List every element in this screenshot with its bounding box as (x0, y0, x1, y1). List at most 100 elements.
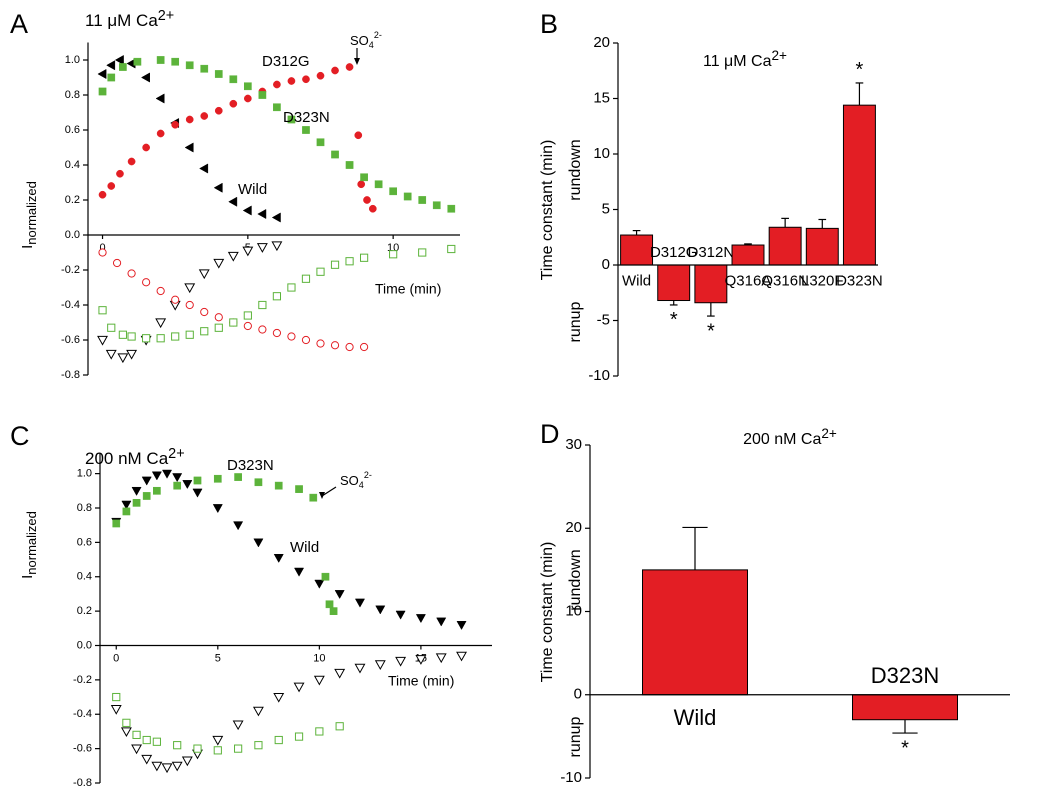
point (184, 142, 194, 153)
point (126, 349, 138, 360)
y-tick-label: -10 (588, 367, 610, 384)
point (331, 66, 339, 75)
x-tick-label: 5 (215, 652, 221, 664)
title-text: 11 μM Ca (85, 11, 158, 30)
point (173, 481, 182, 490)
significance-mark: * (901, 737, 909, 759)
point (271, 212, 281, 223)
x-tick-label: L320F (801, 272, 844, 289)
point (171, 295, 180, 304)
point (252, 706, 264, 717)
point (395, 656, 407, 667)
point (389, 250, 398, 259)
point (233, 521, 244, 531)
point (335, 722, 344, 731)
y-tick-label: -0.2 (61, 264, 80, 276)
point (107, 323, 116, 332)
title-text: 11 μM Ca (703, 53, 772, 70)
point (354, 131, 363, 140)
point (315, 727, 324, 736)
point (171, 57, 180, 66)
bar (657, 264, 691, 302)
point (330, 341, 340, 350)
y-tick-label: 30 (565, 436, 582, 453)
series-label: Wild (238, 181, 267, 198)
y-tick-label: -0.8 (61, 369, 80, 381)
point (258, 91, 267, 99)
point (274, 481, 283, 490)
point (214, 70, 223, 78)
significance-mark: * (670, 309, 678, 331)
point (142, 143, 150, 152)
point (243, 321, 252, 331)
y-tick-label: 1.0 (77, 468, 92, 480)
point (214, 323, 223, 332)
point (142, 278, 151, 287)
point (200, 327, 209, 336)
y-label-subscript: normalized (24, 181, 39, 245)
y-axis-label: Inormalized (19, 181, 39, 249)
y-axis-label: Time constant (min) (539, 542, 556, 683)
point (258, 300, 267, 310)
point (116, 169, 124, 178)
point (345, 342, 354, 352)
point (357, 180, 366, 189)
y-tick-label: 0.4 (65, 159, 80, 171)
point (301, 335, 311, 345)
series-label: D323N (227, 457, 274, 474)
annotation: SO42- (350, 30, 382, 50)
point (418, 248, 427, 257)
point (213, 182, 223, 193)
point (256, 243, 268, 253)
x-tick-label: D323N (871, 663, 939, 688)
point (272, 328, 282, 338)
point (314, 579, 325, 589)
point (395, 610, 406, 620)
point (155, 318, 167, 329)
y-tick-label: 0 (602, 256, 610, 273)
y-tick-label: 20 (593, 34, 610, 51)
point (334, 590, 345, 600)
point (112, 519, 121, 528)
bar (805, 227, 839, 266)
point (172, 473, 183, 483)
point (435, 653, 447, 664)
y-tick-label: 5 (602, 200, 610, 217)
point (228, 196, 238, 207)
point (258, 325, 267, 334)
point (389, 187, 398, 196)
point (142, 334, 151, 343)
y-label-subscript: normalized (24, 511, 39, 575)
point (153, 486, 161, 495)
point (415, 614, 426, 624)
point (229, 318, 238, 327)
point (200, 307, 209, 317)
point (155, 93, 165, 104)
point (171, 761, 183, 772)
significance-mark: * (856, 59, 864, 81)
point (316, 71, 325, 80)
point (200, 64, 209, 73)
point (363, 196, 371, 204)
panel-title: 200 nM Ca2+ (743, 426, 837, 449)
point (141, 476, 152, 486)
point (274, 735, 283, 745)
point (295, 485, 303, 493)
y-tick-label: -0.4 (61, 299, 80, 311)
y-tick-label: -0.4 (73, 708, 92, 720)
point (181, 756, 193, 767)
point (185, 61, 194, 70)
bar (731, 244, 765, 266)
point (213, 474, 222, 483)
y-tick-label: 0.6 (65, 124, 80, 136)
point (171, 332, 180, 341)
point (112, 692, 121, 702)
point (213, 746, 222, 755)
point (325, 600, 334, 609)
bar (768, 226, 802, 266)
point (273, 80, 281, 89)
point (119, 63, 127, 71)
point (156, 286, 165, 296)
point (316, 267, 325, 276)
